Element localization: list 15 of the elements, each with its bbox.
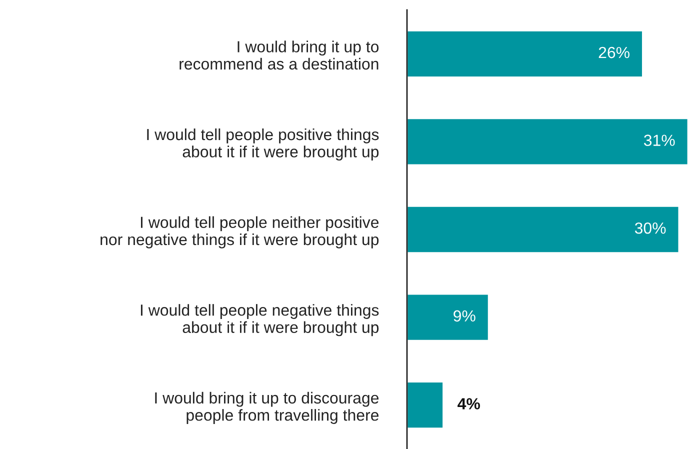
data-label: 26% — [598, 46, 630, 58]
bar — [407, 206, 680, 254]
bar — [407, 118, 688, 166]
data-label: 30% — [634, 222, 666, 234]
bar — [407, 30, 644, 78]
y-tick-label: I would tell people neither positive nor negative things if it were brought up — [100, 216, 379, 248]
data-label: 31% — [644, 134, 675, 146]
y-tick-label: I would tell people positive things about it if it were brought up — [147, 128, 379, 161]
y-tick-label: I would bring it up to recommend as a destination — [180, 40, 379, 70]
data-label: 9% — [454, 310, 476, 322]
bar — [407, 381, 444, 430]
data-label: 4% — [458, 398, 480, 410]
y-tick-label: I would bring it up to discourage people from travelling there — [155, 392, 379, 424]
bar — [407, 293, 490, 342]
y-tick-label: I would tell people negative things about it if it were brought up — [140, 304, 379, 336]
